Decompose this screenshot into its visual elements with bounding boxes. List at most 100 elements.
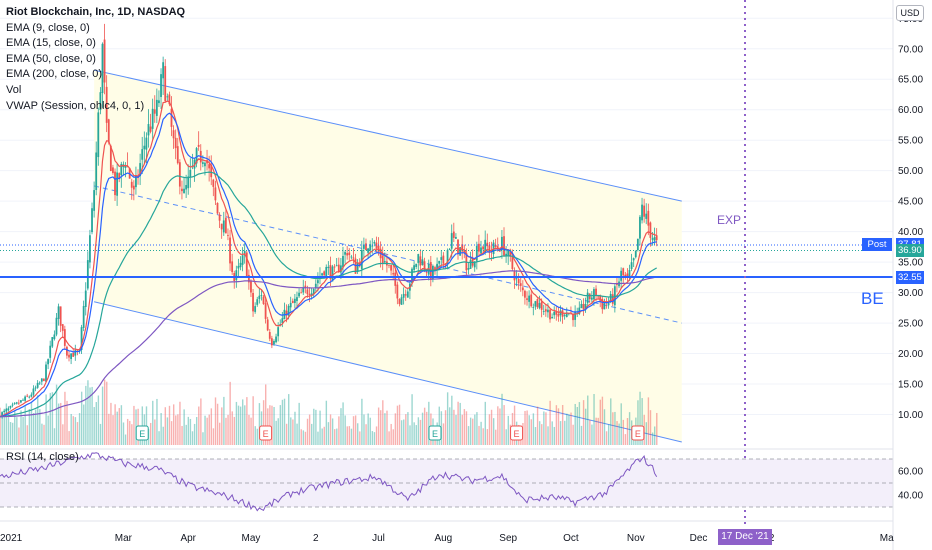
volume-bar xyxy=(189,418,192,445)
candle-body xyxy=(183,188,185,194)
candle-body xyxy=(645,213,648,219)
candle-body xyxy=(329,265,332,279)
volume-bar xyxy=(28,408,31,445)
candle-body xyxy=(7,408,10,410)
volume-bar xyxy=(411,394,413,445)
legend-ema200[interactable]: EMA (200, close, 0) xyxy=(6,68,102,81)
breakeven-price-tag: 32.55 xyxy=(896,270,924,284)
candle-body xyxy=(446,250,449,265)
candle-body xyxy=(220,223,223,230)
volume-bar xyxy=(7,409,10,445)
volume-bar xyxy=(229,381,231,445)
volume-bar xyxy=(74,417,77,445)
volume-bar xyxy=(95,402,98,445)
volume-bar xyxy=(490,409,493,445)
volume-bar xyxy=(457,401,459,445)
legend-ema50[interactable]: EMA (50, close, 0) xyxy=(6,52,96,65)
candle-body xyxy=(287,305,290,316)
volume-bar xyxy=(227,414,229,445)
currency-button[interactable]: USD xyxy=(896,5,924,21)
candle-body xyxy=(210,164,213,178)
volume-bar xyxy=(507,415,509,445)
legend-vwap[interactable]: VWAP (Session, ohlc4, 0, 1) xyxy=(6,99,145,112)
volume-bar xyxy=(124,434,127,445)
volume-bar xyxy=(616,421,618,445)
candle-body xyxy=(367,248,369,253)
volume-bar xyxy=(405,414,407,445)
candle-body xyxy=(417,254,420,263)
candle-body xyxy=(390,265,392,271)
volume-bar xyxy=(177,414,179,445)
legend-ema9[interactable]: EMA (9, close, 0) xyxy=(6,21,90,34)
volume-bar xyxy=(93,407,95,445)
x-tick-label: Sep xyxy=(499,533,517,544)
candle-body xyxy=(275,336,277,343)
candle-body xyxy=(114,171,116,196)
volume-bar xyxy=(281,399,284,445)
volume-bar xyxy=(369,417,371,445)
candle-body xyxy=(365,243,367,251)
volume-bar xyxy=(279,405,282,445)
volume-bar xyxy=(37,395,39,445)
volume-bar xyxy=(306,418,309,445)
legend-ema15[interactable]: EMA (15, close, 0) xyxy=(6,37,96,50)
channel-lower-line xyxy=(93,301,682,443)
volume-bar xyxy=(384,413,386,445)
candle-body xyxy=(227,235,229,237)
candle-body xyxy=(32,388,35,395)
candle-body xyxy=(231,261,234,272)
candle-body xyxy=(452,231,455,238)
legend-volume[interactable]: Vol xyxy=(6,83,22,96)
volume-bar xyxy=(426,411,428,445)
x-tick-label: 2 xyxy=(313,533,319,544)
volume-bar xyxy=(524,410,526,445)
volume-bar xyxy=(323,426,325,445)
candle-body xyxy=(302,287,305,293)
candle-body xyxy=(139,163,142,177)
candle-body xyxy=(595,288,597,296)
candle-body xyxy=(185,185,188,190)
volume-bar xyxy=(304,431,307,445)
volume-bar xyxy=(407,412,409,445)
volume-bar xyxy=(622,419,625,445)
candle-body xyxy=(411,268,413,284)
volume-bar xyxy=(465,411,468,445)
volume-bar xyxy=(262,400,265,445)
candle-body xyxy=(350,256,353,258)
volume-bar xyxy=(576,406,579,445)
candle-body xyxy=(149,126,152,132)
candle-body xyxy=(402,293,405,298)
volume-bar xyxy=(637,400,639,445)
volume-bar xyxy=(258,403,261,445)
candle-body xyxy=(572,313,574,321)
volume-bar xyxy=(409,425,411,445)
candle-body xyxy=(80,327,83,350)
volume-bar xyxy=(97,395,100,445)
volume-bar xyxy=(528,415,530,445)
volume-bar xyxy=(206,417,208,445)
x-tick-label: Ma xyxy=(880,533,894,544)
candle-body xyxy=(588,293,591,300)
rsi-legend[interactable]: RSI (14, close) xyxy=(6,451,79,463)
candle-body xyxy=(469,259,472,269)
candle-body xyxy=(582,303,585,310)
candle-body xyxy=(519,283,522,286)
candle-body xyxy=(473,261,476,268)
candle-body xyxy=(168,94,171,105)
volume-bar xyxy=(656,412,658,445)
rsi-line xyxy=(0,452,658,512)
volume-bar xyxy=(112,415,114,445)
candle-body xyxy=(45,364,47,382)
y-tick-label: 10.00 xyxy=(898,410,923,421)
earnings-marker-letter: E xyxy=(635,429,641,439)
y-tick-label: 40.00 xyxy=(898,227,923,238)
candle-body xyxy=(204,162,206,167)
volume-bar xyxy=(614,411,616,445)
candle-body xyxy=(459,247,461,256)
candle-body xyxy=(187,176,190,189)
candle-body xyxy=(61,324,64,331)
candle-body xyxy=(174,137,177,149)
volume-bar xyxy=(156,398,158,445)
volume-bar xyxy=(166,417,169,445)
